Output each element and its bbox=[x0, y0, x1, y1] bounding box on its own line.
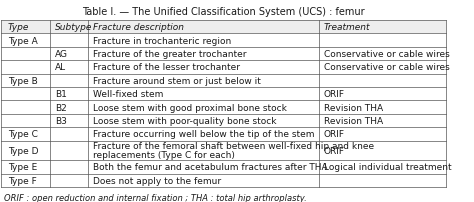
Text: Revision THA: Revision THA bbox=[324, 103, 383, 112]
Text: Type E: Type E bbox=[8, 163, 37, 171]
Text: ORIF: ORIF bbox=[324, 130, 345, 139]
Text: Subtype: Subtype bbox=[55, 23, 92, 32]
Text: B1: B1 bbox=[55, 90, 67, 99]
Text: Loose stem with good proximal bone stock: Loose stem with good proximal bone stock bbox=[92, 103, 286, 112]
Text: B3: B3 bbox=[55, 116, 67, 125]
Text: Fracture of the greater trochanter: Fracture of the greater trochanter bbox=[92, 50, 246, 59]
Text: ORIF : open reduction and internal fixation ; THA : total hip arthroplasty.: ORIF : open reduction and internal fixat… bbox=[4, 193, 306, 202]
Text: Well-fixed stem: Well-fixed stem bbox=[92, 90, 163, 99]
Text: Treatment: Treatment bbox=[324, 23, 370, 32]
Text: Revision THA: Revision THA bbox=[324, 116, 383, 125]
Text: AL: AL bbox=[55, 63, 66, 72]
Text: Type A: Type A bbox=[8, 36, 38, 45]
Text: Type D: Type D bbox=[8, 146, 38, 155]
Text: Does not apply to the femur: Does not apply to the femur bbox=[92, 176, 221, 185]
Text: Conservative or cable wires: Conservative or cable wires bbox=[324, 63, 449, 72]
Text: Fracture around stem or just below it: Fracture around stem or just below it bbox=[92, 76, 260, 85]
Text: Type: Type bbox=[8, 23, 29, 32]
Text: Type B: Type B bbox=[8, 76, 38, 85]
Text: Fracture description: Fracture description bbox=[92, 23, 183, 32]
Text: ORIF: ORIF bbox=[324, 146, 345, 155]
Bar bbox=[1, 21, 446, 34]
Text: Both the femur and acetabulum fractures after THA: Both the femur and acetabulum fractures … bbox=[92, 163, 327, 171]
Text: Logical individual treatment: Logical individual treatment bbox=[324, 163, 451, 171]
Text: B2: B2 bbox=[55, 103, 66, 112]
Text: Loose stem with poor-quality bone stock: Loose stem with poor-quality bone stock bbox=[92, 116, 276, 125]
Text: Fracture of the lesser trochanter: Fracture of the lesser trochanter bbox=[92, 63, 239, 72]
Text: replacements (Type C for each): replacements (Type C for each) bbox=[92, 151, 235, 160]
Text: Conservative or cable wires: Conservative or cable wires bbox=[324, 50, 449, 59]
Text: ORIF: ORIF bbox=[324, 90, 345, 99]
Text: Type C: Type C bbox=[8, 130, 38, 139]
Text: Type F: Type F bbox=[8, 176, 37, 185]
Text: Table I. — The Unified Classification System (UCS) : femur: Table I. — The Unified Classification Sy… bbox=[82, 7, 365, 17]
Text: Fracture occurring well below the tip of the stem: Fracture occurring well below the tip of… bbox=[92, 130, 314, 139]
Text: Fracture of the femoral shaft between well-fixed hip and knee: Fracture of the femoral shaft between we… bbox=[92, 142, 374, 151]
Text: Fracture in trochanteric region: Fracture in trochanteric region bbox=[92, 36, 231, 45]
Text: AG: AG bbox=[55, 50, 68, 59]
